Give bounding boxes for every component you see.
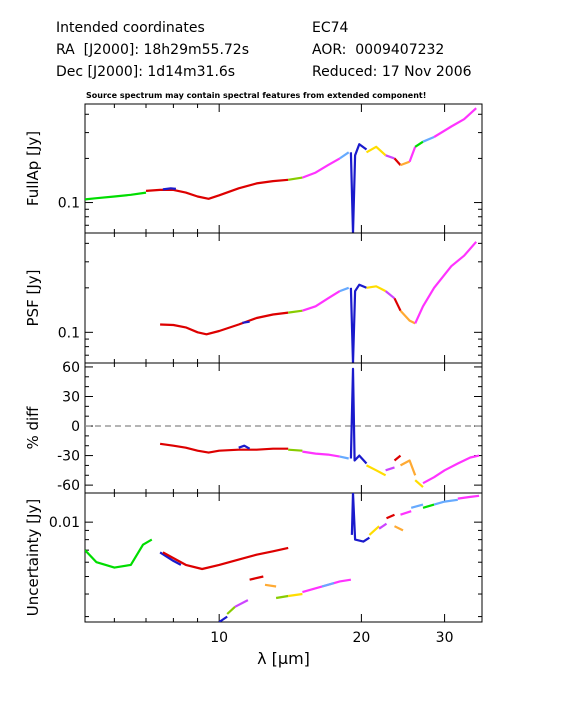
- series-line-psf-10: [414, 241, 478, 324]
- series-line-diff-1: [238, 444, 251, 450]
- header-reduced-date: Reduced: 17 Nov 2006: [312, 64, 472, 80]
- series-line-fullap-1: [145, 178, 289, 200]
- series-line-uncertainty-14: [378, 522, 388, 530]
- series-line-diff-3: [302, 450, 340, 458]
- series-line-psf-2: [288, 309, 303, 314]
- series-line-psf-8: [393, 297, 402, 312]
- series-line-fullap-6: [349, 143, 368, 233]
- series-line-psf-0: [160, 311, 289, 336]
- header-aor: AOR: 0009407232: [312, 42, 445, 58]
- panel-frame-fullap: [84, 103, 483, 234]
- series-line-uncertainty-18: [410, 503, 424, 509]
- y-axis-label-uncertainty: Uncertainty [Jy]: [24, 499, 42, 616]
- series-line-uncertainty-0: [85, 538, 153, 569]
- panel-frame-diff: [84, 362, 483, 494]
- series-line-fullap-7: [365, 145, 387, 157]
- x-tick-label: 20: [352, 630, 370, 646]
- y-tick-label-diff: -60: [57, 478, 80, 494]
- series-group-diff: [159, 367, 480, 488]
- x-tick-label: 30: [436, 630, 454, 646]
- series-group-fullap: [85, 107, 477, 233]
- series-line-fullap-13: [422, 135, 435, 143]
- series-line-uncertainty-6: [249, 575, 264, 581]
- series-line-uncertainty-5: [234, 599, 249, 608]
- series-line-uncertainty-7: [264, 583, 277, 588]
- series-line-uncertainty-20: [433, 498, 458, 506]
- series-line-fullap-12: [414, 140, 424, 148]
- series-line-diff-7: [385, 466, 395, 472]
- series-line-fullap-4: [302, 157, 341, 179]
- series-group-psf: [160, 241, 478, 363]
- series-line-diff-8: [393, 454, 402, 462]
- series-line-fullap-10: [400, 160, 410, 167]
- header-object-name: EC74: [312, 20, 349, 36]
- y-tick-label-fullap: 0.1: [58, 196, 80, 212]
- series-line-fullap-14: [433, 107, 477, 138]
- series-line-fullap-0: [85, 191, 147, 201]
- series-group-uncertainty: [85, 493, 480, 622]
- series-line-fullap-11: [408, 146, 417, 163]
- header-dec: Dec [J2000]: 1d14m31.6s: [56, 64, 236, 80]
- series-line-diff-10: [414, 479, 424, 488]
- series-line-uncertainty-17: [400, 510, 412, 516]
- series-line-uncertainty-3: [218, 615, 228, 622]
- series-line-psf-7: [384, 290, 396, 300]
- x-axis-label: λ [μm]: [257, 649, 310, 668]
- header-ra: RA [J2000]: 18h29m55.72s: [56, 42, 249, 58]
- series-line-uncertainty-19: [422, 503, 435, 509]
- y-axis-label-diff: % diff: [24, 406, 42, 450]
- series-line-fullap-8: [385, 154, 395, 160]
- y-tick-label-psf: 0.1: [58, 325, 80, 341]
- series-line-fullap-2: [162, 187, 177, 191]
- series-line-diff-6: [366, 464, 387, 477]
- series-line-uncertainty-13: [368, 525, 380, 536]
- extended-component-warning: Source spectrum may contain spectral fea…: [86, 91, 427, 100]
- series-line-psf-9: [399, 309, 416, 325]
- y-tick-label-uncertainty: 0.01: [49, 515, 80, 531]
- series-line-psf-3: [302, 290, 341, 312]
- y-tick-label-diff: -30: [57, 449, 80, 465]
- series-line-uncertainty-8: [275, 594, 289, 600]
- series-line-psf-1: [242, 320, 250, 324]
- series-line-psf-6: [366, 285, 387, 293]
- series-line-diff-0: [159, 442, 289, 454]
- series-line-uncertainty-11: [321, 582, 335, 588]
- series-line-uncertainty-16: [394, 525, 404, 532]
- y-tick-label-diff: 30: [62, 389, 80, 405]
- series-line-uncertainty-12: [350, 493, 370, 543]
- series-line-uncertainty-15: [386, 513, 395, 520]
- series-line-diff-5: [349, 367, 368, 465]
- series-line-diff-11: [422, 454, 480, 485]
- series-line-uncertainty-4: [226, 605, 236, 615]
- y-axis-label-fullap: FullAp [Jy]: [24, 131, 42, 206]
- series-line-uncertainty-2: [162, 546, 289, 571]
- series-line-psf-4: [339, 286, 350, 293]
- series-line-diff-2: [288, 448, 303, 452]
- y-tick-label-diff: 0: [71, 419, 80, 435]
- header-intended-coordinates: Intended coordinates: [56, 20, 205, 36]
- x-tick-label: 10: [210, 630, 228, 646]
- panel-frame-psf: [84, 232, 483, 364]
- y-axis-label-psf: PSF [Jy]: [24, 270, 42, 327]
- series-line-uncertainty-1: [159, 551, 182, 566]
- y-tick-label-diff: 60: [62, 360, 80, 376]
- series-line-uncertainty-21: [457, 494, 480, 500]
- series-line-uncertainty-9: [288, 592, 303, 598]
- panel-frame-uncertainty: [84, 492, 483, 623]
- series-line-psf-5: [349, 283, 367, 363]
- series-line-fullap-9: [393, 157, 402, 166]
- series-line-diff-4: [339, 455, 349, 460]
- series-line-diff-9: [399, 459, 417, 476]
- series-line-fullap-5: [339, 151, 350, 160]
- series-line-fullap-3: [288, 176, 303, 181]
